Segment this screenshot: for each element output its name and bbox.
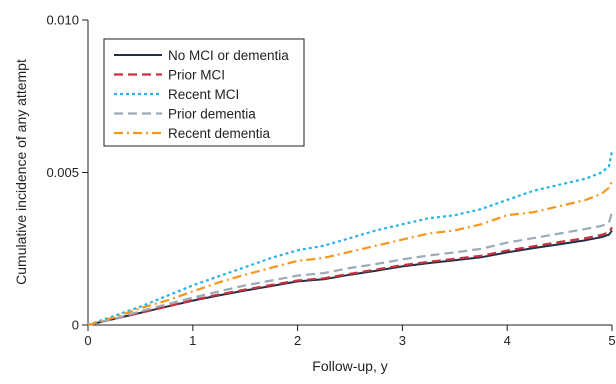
legend: No MCI or dementia Prior MCI Recent MCI Pri… [103,38,305,147]
x-tick-label: 4 [504,333,511,348]
y-tick-label: 0.010 [46,13,79,28]
x-tick-label: 1 [189,333,196,348]
series-line-no-mci-or-dementia [87,229,613,326]
series-line-recent-mci [87,150,614,327]
legend-label-prior-mci: Prior MCI [168,68,225,83]
series-line-recent-dementia [87,181,613,327]
legend-label-no-mci-or-dementia: No MCI or dementia [168,48,289,63]
series-line-prior-dementia [87,211,614,327]
x-tick-label: 2 [294,333,301,348]
y-tick-label: 0.005 [46,165,79,180]
legend-box [103,38,305,147]
series-line-prior-mci [87,226,613,327]
legend-label-recent-mci: Recent MCI [168,87,239,102]
x-tick-label: 5 [608,333,615,348]
legend-label-recent-dementia: Recent dementia [168,126,271,141]
series-lines [87,150,614,327]
y-tick-label: 0 [72,318,79,333]
legend-label-prior-dementia: Prior dementia [168,107,256,122]
axes: 0 0.005 0.010 0 1 2 3 4 5 [46,13,615,349]
x-tick-label: 3 [399,333,406,348]
x-tick-label: 0 [84,333,91,348]
y-axis-title: Cumulative incidence of any attempt [13,59,29,285]
x-axis-title: Follow-up, y [312,358,387,374]
